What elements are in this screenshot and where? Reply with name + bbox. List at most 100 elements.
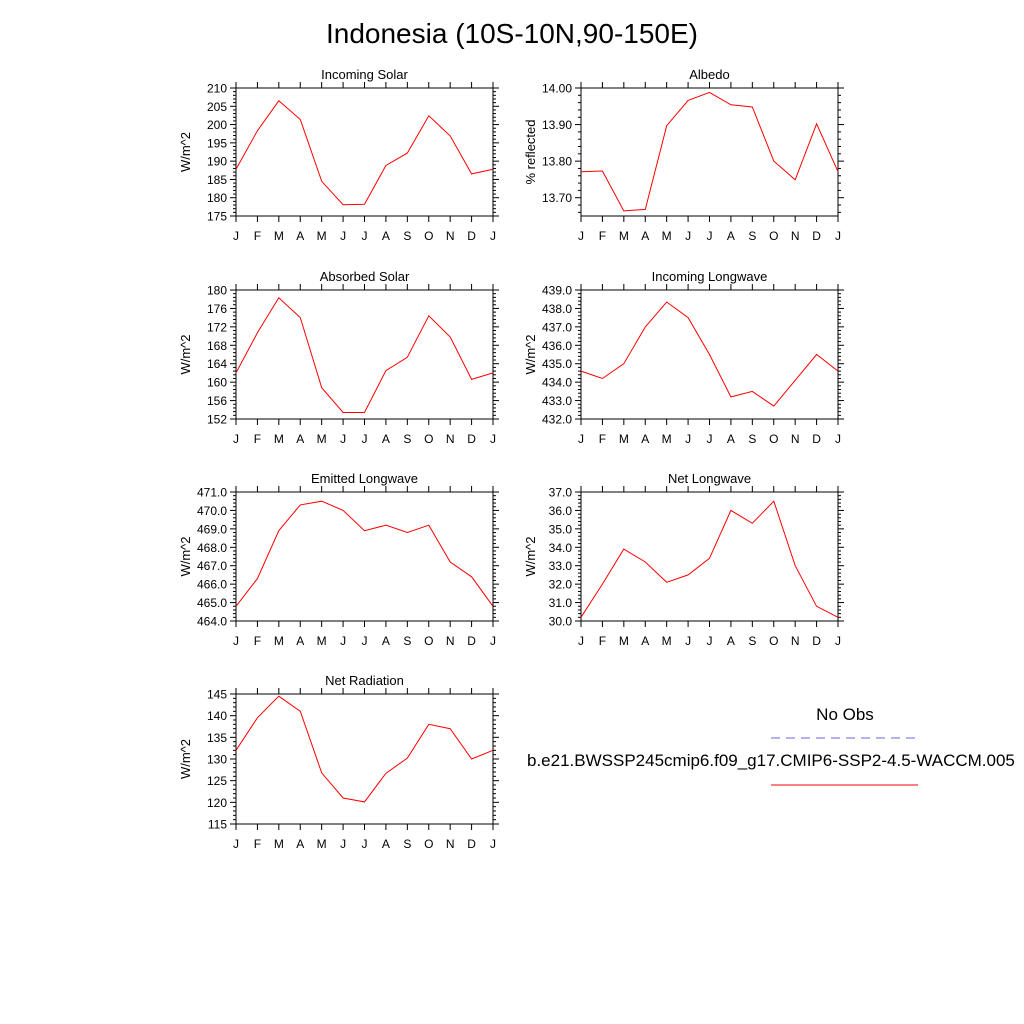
incoming-longwave-ytick-label: 432.0 — [542, 413, 572, 427]
incoming-solar-ytick-label: 195 — [207, 136, 227, 150]
net-radiation-ytick-label: 135 — [207, 731, 227, 745]
chart-absorbed-solar: J F M A M J J A S O N D J152156160164168172176180Abs… — [178, 269, 499, 446]
absorbed-solar-ylabel: W/m^2 — [178, 334, 193, 374]
absorbed-solar-ytick-label: 176 — [207, 302, 227, 316]
net-longwave-xtick-label: J — [835, 634, 841, 648]
albedo-ytick-label: 13.80 — [542, 155, 572, 169]
net-longwave-ytick-label: 31.0 — [549, 596, 573, 610]
incoming-longwave-ytick-label: 439.0 — [542, 284, 572, 298]
albedo-plot-frame — [580, 87, 839, 217]
albedo-xtick-label: N — [791, 229, 800, 243]
emitted-longwave-xtick-label: D — [467, 634, 476, 648]
net-radiation-series-line — [235, 695, 494, 803]
incoming-solar-ylabel: W/m^2 — [178, 132, 193, 172]
emitted-longwave-xtick-label: J — [362, 634, 368, 648]
net-radiation-plot-frame — [235, 693, 494, 825]
incoming-solar-xtick-label: F — [254, 229, 261, 243]
emitted-longwave-xtick-label: A — [382, 634, 390, 648]
absorbed-solar-ytick-label: 180 — [207, 284, 227, 298]
albedo-ytick-label: 14.00 — [542, 82, 572, 96]
net-longwave-xtick-label: J — [707, 634, 713, 648]
chart-incoming-solar: J F M A M J J A S O N D J175180185190195200205210Inc… — [178, 67, 499, 243]
incoming-solar-title: Incoming Solar — [321, 67, 408, 82]
net-radiation-xtick-label: M — [317, 837, 327, 851]
emitted-longwave-ytick-label: 470.0 — [197, 504, 227, 518]
incoming-longwave-ylabel: W/m^2 — [523, 334, 538, 374]
albedo-xtick-label: S — [748, 229, 756, 243]
albedo-xtick-label: O — [769, 229, 778, 243]
net-longwave-xtick-label: M — [619, 634, 629, 648]
incoming-longwave-xtick-label: F — [599, 432, 606, 446]
albedo-ylabel: % reflected — [523, 119, 538, 184]
net-radiation-ytick-label: 140 — [207, 709, 227, 723]
incoming-solar-xtick-label: A — [296, 229, 304, 243]
absorbed-solar-xtick-label: J — [490, 432, 496, 446]
absorbed-solar-ytick-label: 172 — [207, 320, 227, 334]
albedo-xtick-label: F — [599, 229, 606, 243]
absorbed-solar-xtick-label: M — [317, 432, 327, 446]
chart-incoming-longwave: J F M A M J J A S O N D J432.0433.0434.0435.0436.043… — [523, 269, 844, 446]
absorbed-solar-xtick-label: S — [403, 432, 411, 446]
absorbed-solar-series-line — [235, 297, 494, 413]
emitted-longwave-ytick-label: 468.0 — [197, 541, 227, 555]
emitted-longwave-ytick-label: 467.0 — [197, 559, 227, 573]
emitted-longwave-xtick-label: F — [254, 634, 261, 648]
incoming-longwave-ytick-label: 437.0 — [542, 320, 572, 334]
albedo-ytick-label: 13.70 — [542, 191, 572, 205]
net-longwave-ytick-label: 32.0 — [549, 578, 573, 592]
incoming-longwave-xtick-label: J — [685, 432, 691, 446]
albedo-xtick-label: D — [812, 229, 821, 243]
net-longwave-series-line — [580, 500, 839, 618]
net-longwave-xtick-label: A — [641, 634, 649, 648]
albedo-xtick-label: M — [619, 229, 629, 243]
net-longwave-xtick-label: S — [748, 634, 756, 648]
net-longwave-xtick-label: O — [769, 634, 778, 648]
incoming-solar-xtick-label: J — [362, 229, 368, 243]
net-longwave-ytick-label: 30.0 — [549, 615, 573, 629]
emitted-longwave-title: Emitted Longwave — [311, 471, 418, 486]
net-radiation-xtick-label: F — [254, 837, 261, 851]
incoming-longwave-xtick-label: D — [812, 432, 821, 446]
emitted-longwave-ytick-label: 465.0 — [197, 596, 227, 610]
incoming-longwave-xtick-label: J — [835, 432, 841, 446]
albedo-series-line — [580, 91, 839, 212]
net-longwave-xtick-label: N — [791, 634, 800, 648]
incoming-solar-ytick-label: 190 — [207, 155, 227, 169]
net-radiation-ytick-label: 120 — [207, 796, 227, 810]
albedo-title: Albedo — [689, 67, 729, 82]
albedo-xtick-label: M — [662, 229, 672, 243]
incoming-longwave-xtick-label: A — [727, 432, 735, 446]
absorbed-solar-ytick-label: 164 — [207, 357, 227, 371]
chart-emitted-longwave: J F M A M J J A S O N D J464.0465.0466.0467.0468.046… — [178, 471, 499, 648]
incoming-longwave-xtick-label: M — [662, 432, 672, 446]
net-longwave-xtick-label: D — [812, 634, 821, 648]
albedo-xtick-label: J — [835, 229, 841, 243]
net-radiation-xtick-label: M — [274, 837, 284, 851]
incoming-solar-ytick-label: 205 — [207, 100, 227, 114]
emitted-longwave-ylabel: W/m^2 — [178, 536, 193, 576]
emitted-longwave-xtick-label: S — [403, 634, 411, 648]
absorbed-solar-xtick-label: J — [340, 432, 346, 446]
net-longwave-xtick-label: A — [727, 634, 735, 648]
net-longwave-xtick-label: F — [599, 634, 606, 648]
incoming-solar-ytick-label: 175 — [207, 210, 227, 224]
net-radiation-ylabel: W/m^2 — [178, 739, 193, 779]
net-radiation-ytick-label: 145 — [207, 688, 227, 702]
net-longwave-xtick-label: M — [662, 634, 672, 648]
incoming-longwave-xtick-label: N — [791, 432, 800, 446]
absorbed-solar-ytick-label: 156 — [207, 394, 227, 408]
incoming-longwave-xtick-label: O — [769, 432, 778, 446]
emitted-longwave-xtick-label: A — [296, 634, 304, 648]
absorbed-solar-ytick-label: 160 — [207, 376, 227, 390]
absorbed-solar-xtick-label: J — [362, 432, 368, 446]
incoming-solar-xtick-label: D — [467, 229, 476, 243]
absorbed-solar-xtick-label: O — [424, 432, 433, 446]
net-longwave-ylabel: W/m^2 — [523, 536, 538, 576]
incoming-longwave-xtick-label: J — [578, 432, 584, 446]
incoming-solar-xtick-label: S — [403, 229, 411, 243]
net-radiation-xtick-label: A — [296, 837, 304, 851]
incoming-solar-xtick-label: A — [382, 229, 390, 243]
incoming-solar-series-line — [235, 100, 494, 206]
legend-case-label: b.e21.BWSSP245cmip6.f09_g17.CMIP6-SSP2-4… — [527, 751, 1015, 770]
